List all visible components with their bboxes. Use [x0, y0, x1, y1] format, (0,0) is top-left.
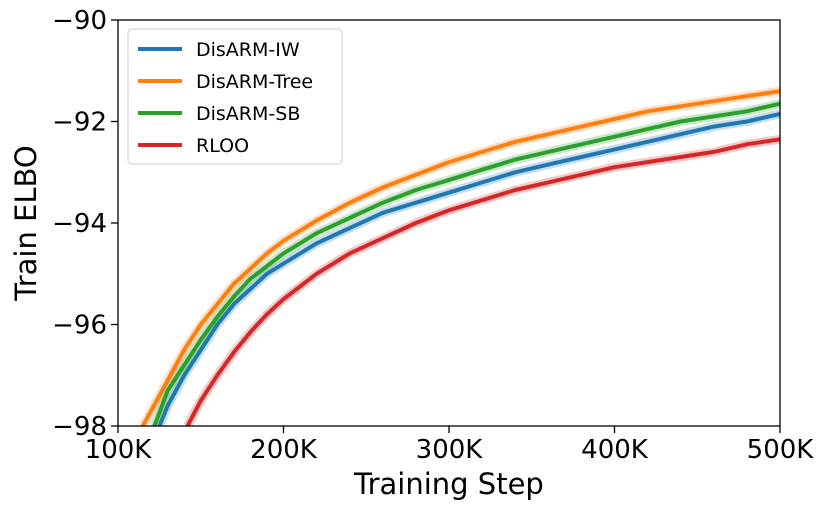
legend-label-disarm-sb: DisARM-SB: [196, 103, 300, 125]
legend: DisARM-IW DisARM-Tree DisARM-SB RLOO: [127, 28, 343, 165]
x-tick-label: 300K: [416, 435, 484, 465]
x-tick-label: 400K: [581, 435, 649, 465]
series-line-rloo: [185, 137, 780, 426]
x-tick-label: 500K: [747, 435, 815, 465]
legend-label-rloo: RLOO: [196, 135, 249, 157]
x-tick-label: 100K: [85, 435, 153, 465]
legend-label-disarm-tree: DisARM-Tree: [196, 71, 313, 93]
x-tick-label: 200K: [250, 435, 318, 465]
series-line-disarm-iw: [157, 111, 780, 426]
y-tick-label: −94: [52, 209, 107, 239]
series-layer: [138, 86, 780, 426]
y-axis-title: Train ELBO: [9, 145, 43, 302]
y-tick-label: −90: [52, 6, 107, 36]
y-tick-label: −96: [52, 311, 107, 341]
y-tick-label: −92: [52, 108, 107, 138]
y-tick-label: −98: [52, 412, 107, 442]
y-axis: −98 −96 −94 −92 −90: [52, 6, 118, 442]
legend-label-disarm-iw: DisARM-IW: [196, 39, 300, 61]
x-axis: 100K 200K 300K 400K 500K: [85, 426, 815, 465]
series-line-disarm-tree: [140, 89, 780, 426]
x-axis-title: Training Step: [353, 467, 544, 501]
legend-box: [127, 28, 343, 165]
series-line-disarm-sb: [152, 101, 780, 426]
